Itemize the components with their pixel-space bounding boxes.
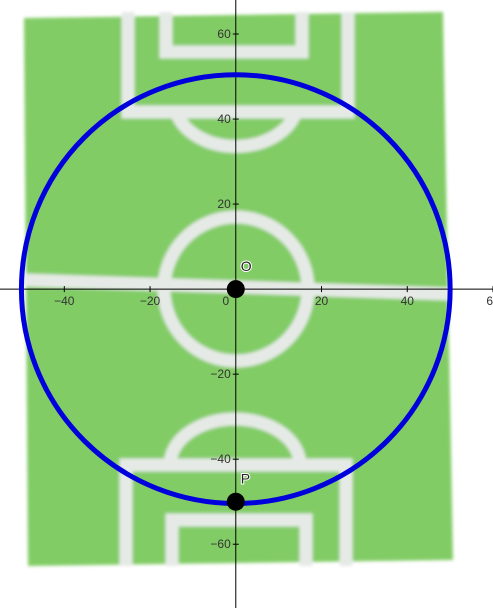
points: OP (226, 257, 253, 511)
y-tick-label: 40 (217, 112, 231, 126)
x-tick-label: −40 (54, 294, 75, 308)
x-tick-label: 60 (486, 294, 493, 308)
y-tick-label: 20 (217, 197, 231, 211)
point-o[interactable] (226, 280, 245, 299)
bottom-goal-box (165, 513, 313, 566)
x-tick-label: 40 (401, 294, 415, 308)
y-tick-label: −60 (210, 537, 231, 551)
point-label-p: P (241, 471, 250, 487)
top-penalty-box (121, 12, 355, 119)
x-tick-label: 0 (222, 294, 229, 308)
point-p[interactable] (226, 492, 245, 511)
y-tick-label: 60 (217, 27, 231, 41)
bottom-penalty-arc (163, 412, 307, 466)
x-tick-label: 20 (315, 294, 329, 308)
axis-ticks: −40 −20 0 20 40 60 60 40 20 −20 −40 −60 (54, 27, 493, 551)
y-tick-label: −20 (210, 367, 231, 381)
top-goal-box (159, 12, 309, 59)
x-tick-label: −20 (140, 294, 161, 308)
point-label-o: O (241, 258, 252, 274)
y-tick-label: −40 (210, 452, 231, 466)
